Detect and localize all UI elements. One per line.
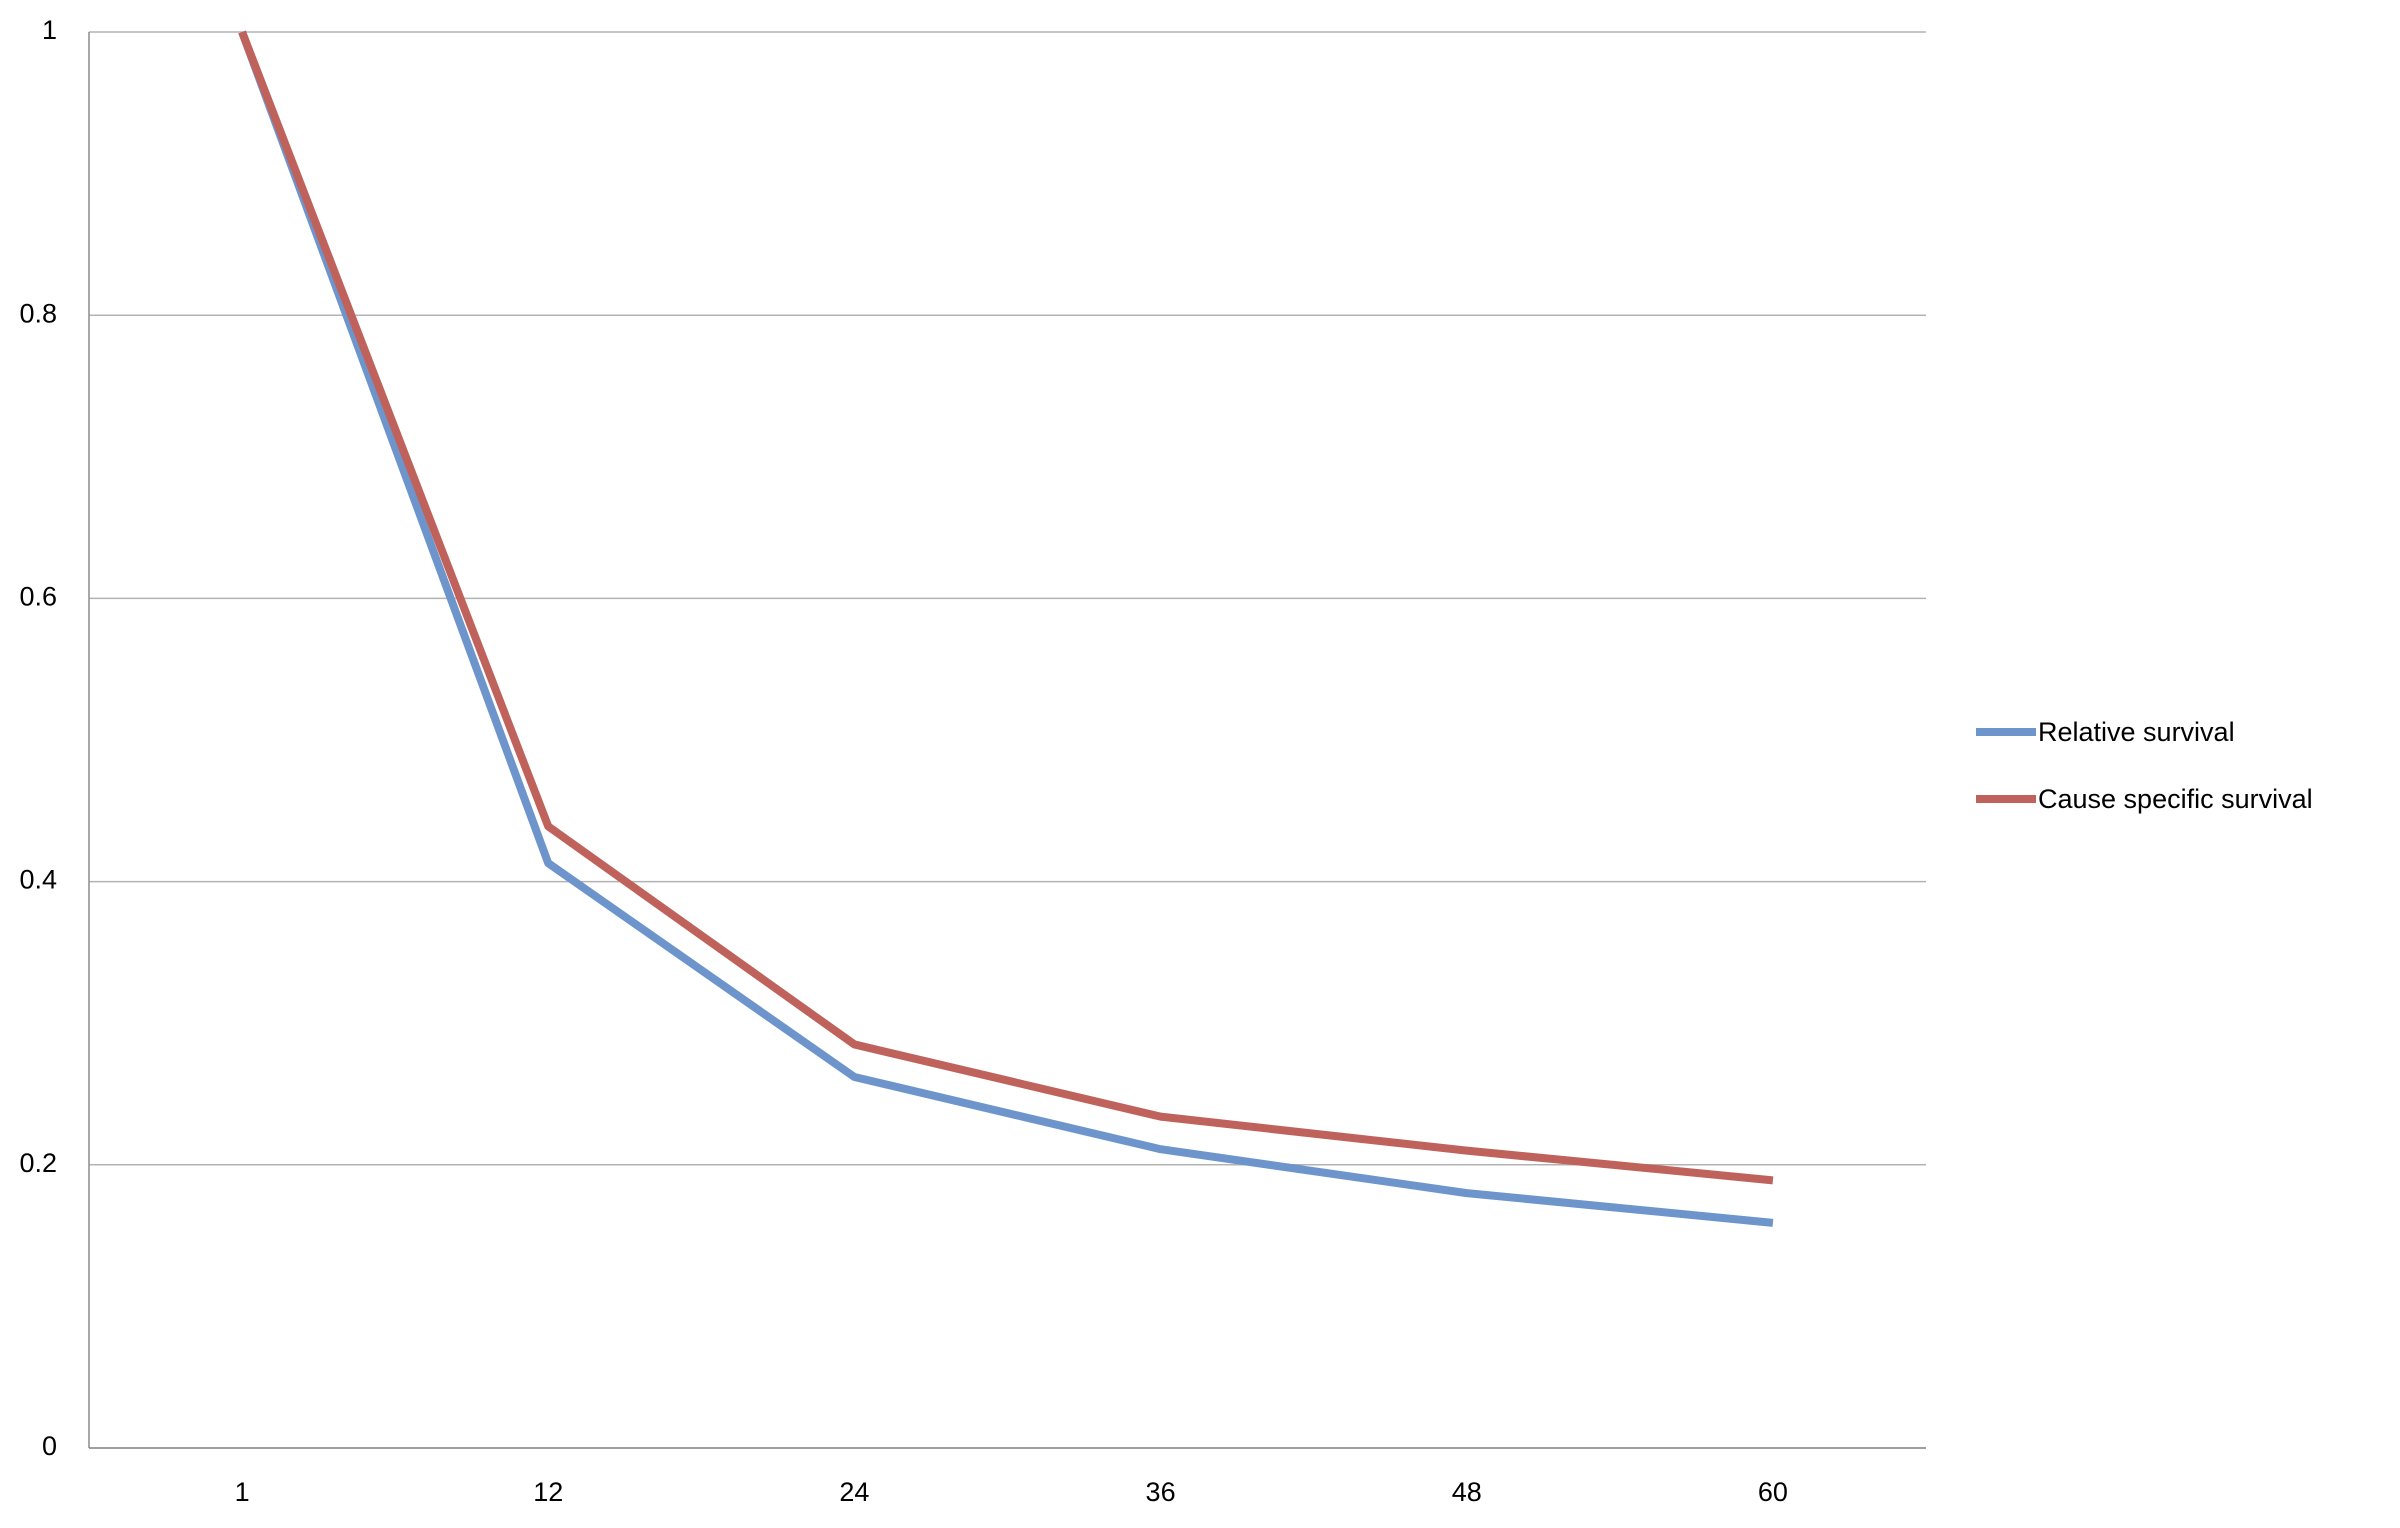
y-tick-label: 0.4 bbox=[19, 865, 57, 895]
x-tick-label: 24 bbox=[839, 1477, 869, 1507]
x-tick-label: 36 bbox=[1146, 1477, 1176, 1507]
y-tick-label: 1 bbox=[42, 15, 57, 45]
series-line bbox=[238, 30, 1774, 1227]
y-tick-label: 0.6 bbox=[19, 582, 57, 612]
series-line bbox=[238, 30, 1774, 1185]
legend-label: Relative survival bbox=[2038, 717, 2235, 747]
y-tick-label: 0 bbox=[42, 1431, 57, 1461]
legend-label: Cause specific survival bbox=[2038, 784, 2313, 814]
x-tick-label: 60 bbox=[1758, 1477, 1788, 1507]
x-tick-label: 12 bbox=[533, 1477, 563, 1507]
x-tick-label: 1 bbox=[235, 1477, 250, 1507]
y-tick-label: 0.2 bbox=[19, 1148, 57, 1178]
x-tick-label: 48 bbox=[1452, 1477, 1482, 1507]
y-tick-label: 0.8 bbox=[19, 298, 57, 328]
